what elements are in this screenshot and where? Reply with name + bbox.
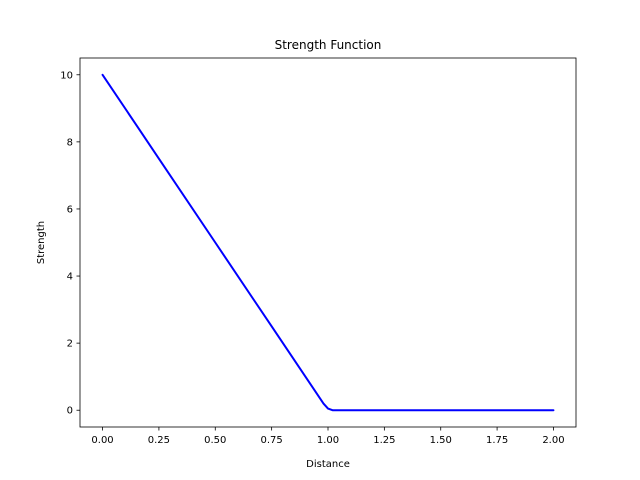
y-tick-label: 4 [67,272,73,283]
y-tick-label: 10 [60,70,73,81]
x-tick-label: 1.50 [430,435,452,446]
x-tick-label: 1.75 [486,435,508,446]
y-axis-label: Strength [36,221,47,264]
y-tick-label: 2 [67,339,73,350]
x-tick-label: 1.00 [317,435,339,446]
series-line [101,73,555,412]
y-tick-label: 8 [67,137,73,148]
x-tick-label: 1.25 [373,435,395,446]
x-tick-label: 2.00 [542,435,564,446]
x-tick-label: 0.25 [148,435,170,446]
y-tick-label: 0 [67,406,73,417]
y-tick-label: 6 [67,204,73,215]
chart-title: Strength Function [275,38,382,52]
x-tick-label: 0.75 [261,435,283,446]
x-axis-label: Distance [306,459,350,470]
x-tick-label: 0.00 [91,435,113,446]
x-tick-label: 0.50 [204,435,226,446]
